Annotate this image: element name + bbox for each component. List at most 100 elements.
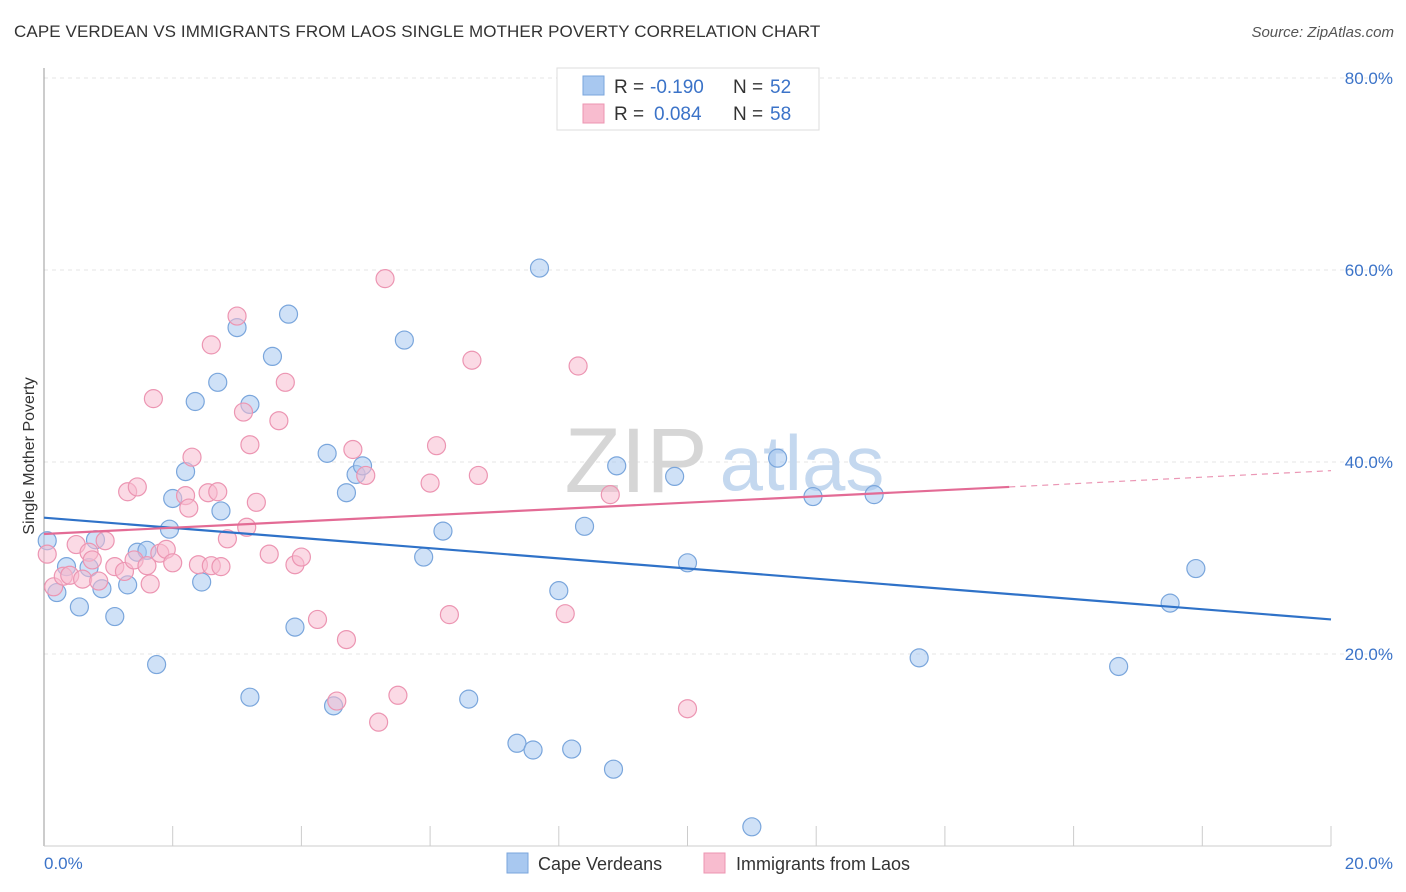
point-immigrants-laos <box>677 699 698 719</box>
point-immigrants-laos <box>227 306 247 326</box>
point-cape-verdeans <box>278 304 299 324</box>
point-immigrants-laos <box>600 485 620 505</box>
point-immigrants-laos <box>420 473 440 493</box>
point-cape-verdeans <box>69 597 89 617</box>
trend-line-cape-verdeans <box>43 516 1332 621</box>
point-immigrants-laos <box>140 574 160 594</box>
point-immigrants-laos <box>369 712 389 732</box>
point-cape-verdeans <box>262 346 283 366</box>
watermark-atlas: atlas <box>720 419 885 507</box>
point-immigrants-laos <box>127 477 147 497</box>
legend-n-label-2: N = <box>733 104 763 125</box>
point-immigrants-laos <box>95 531 115 551</box>
watermark-zip: ZIP <box>564 410 707 512</box>
y-tick-label: 40.0% <box>1345 453 1393 472</box>
point-cape-verdeans <box>433 521 453 541</box>
point-cape-verdeans <box>185 391 205 412</box>
point-cape-verdeans <box>1109 656 1129 677</box>
point-immigrants-laos <box>275 372 295 392</box>
x-tick-label-min: 0.0% <box>44 854 83 873</box>
point-immigrants-laos <box>568 356 588 376</box>
point-immigrants-laos <box>375 269 395 289</box>
legend-bottom-swatch-cape-verdeans <box>506 852 529 874</box>
point-cape-verdeans <box>767 448 788 468</box>
trend-line-immigrants-laos <box>43 485 1010 536</box>
point-immigrants-laos <box>217 529 237 549</box>
point-immigrants-laos <box>179 498 199 518</box>
point-immigrants-laos <box>388 685 408 705</box>
legend-swatch-immigrants-laos <box>582 103 605 124</box>
point-immigrants-laos <box>291 547 311 567</box>
point-immigrants-laos <box>208 482 228 502</box>
point-immigrants-laos <box>233 402 254 422</box>
y-tick-labels: 20.0% 40.0% 60.0% 80.0% <box>1345 69 1393 664</box>
point-cape-verdeans <box>742 817 762 837</box>
point-cape-verdeans <box>1160 593 1180 613</box>
point-cape-verdeans <box>574 516 595 536</box>
point-cape-verdeans <box>105 606 125 627</box>
point-cape-verdeans <box>1186 558 1206 579</box>
x-ticks <box>172 826 1332 846</box>
legend-n-value-1: 52 <box>770 77 791 98</box>
points <box>37 258 1206 837</box>
chart-title: CAPE VERDEAN VS IMMIGRANTS FROM LAOS SIN… <box>14 22 821 41</box>
point-immigrants-laos <box>439 605 460 625</box>
point-immigrants-laos <box>462 350 482 370</box>
legend-n-label-1: N = <box>733 77 763 98</box>
legend-r-label-2: R = <box>614 104 644 125</box>
point-cape-verdeans <box>192 572 212 592</box>
y-axis-label: Single Mother Poverty <box>21 377 38 534</box>
point-cape-verdeans <box>523 740 543 760</box>
point-cape-verdeans <box>507 733 527 753</box>
point-immigrants-laos <box>468 465 488 486</box>
point-immigrants-laos <box>143 389 163 409</box>
legend-bottom-label-cape-verdeans: Cape Verdeans <box>538 854 662 874</box>
chart-source: Source: ZipAtlas.com <box>1251 24 1394 41</box>
point-immigrants-laos <box>82 550 102 570</box>
point-immigrants-laos <box>240 435 260 455</box>
point-cape-verdeans <box>603 759 624 779</box>
x-tick-label-max: 20.0% <box>1345 854 1393 873</box>
point-immigrants-laos <box>307 609 328 630</box>
point-immigrants-laos <box>211 557 231 577</box>
point-cape-verdeans <box>285 617 305 637</box>
point-immigrants-laos <box>237 517 257 537</box>
point-immigrants-laos <box>201 335 221 355</box>
point-cape-verdeans <box>211 501 231 521</box>
point-immigrants-laos <box>555 604 575 624</box>
legend-r-label-1: R = <box>614 77 644 98</box>
point-immigrants-laos <box>336 629 357 650</box>
point-cape-verdeans <box>562 739 582 759</box>
point-immigrants-laos <box>137 556 157 576</box>
y-tick-label: 80.0% <box>1345 69 1393 88</box>
point-immigrants-laos <box>163 553 183 573</box>
point-cape-verdeans <box>607 456 627 476</box>
point-cape-verdeans <box>459 689 479 709</box>
trend-line-extension-immigrants-laos <box>1009 470 1332 488</box>
point-cape-verdeans <box>909 648 929 668</box>
legend-n-value-2: 58 <box>770 104 791 125</box>
point-immigrants-laos <box>73 569 93 589</box>
point-immigrants-laos <box>259 544 279 564</box>
point-cape-verdeans <box>317 443 337 463</box>
point-immigrants-laos <box>343 439 363 460</box>
point-immigrants-laos <box>269 411 289 431</box>
legend-bottom-label-immigrants-laos: Immigrants from Laos <box>736 854 910 874</box>
point-cape-verdeans <box>147 654 167 675</box>
legend-swatch-cape-verdeans <box>582 75 605 96</box>
y-tick-label: 60.0% <box>1345 261 1393 280</box>
legend-bottom-swatch-immigrants-laos <box>703 852 726 874</box>
legend-r-value-1: -0.190 <box>650 77 704 98</box>
legend-top: R = -0.190 N = 52 R = 0.084 N = 58 <box>556 67 820 131</box>
legend-bottom: Cape Verdeans Immigrants from Laos <box>506 852 910 874</box>
point-immigrants-laos <box>327 691 347 711</box>
point-immigrants-laos <box>426 436 447 456</box>
point-cape-verdeans <box>240 687 260 707</box>
point-cape-verdeans <box>394 330 414 350</box>
watermark: ZIP atlas <box>564 410 884 512</box>
point-cape-verdeans <box>414 547 434 567</box>
point-cape-verdeans <box>529 258 550 278</box>
point-immigrants-laos <box>182 447 202 467</box>
